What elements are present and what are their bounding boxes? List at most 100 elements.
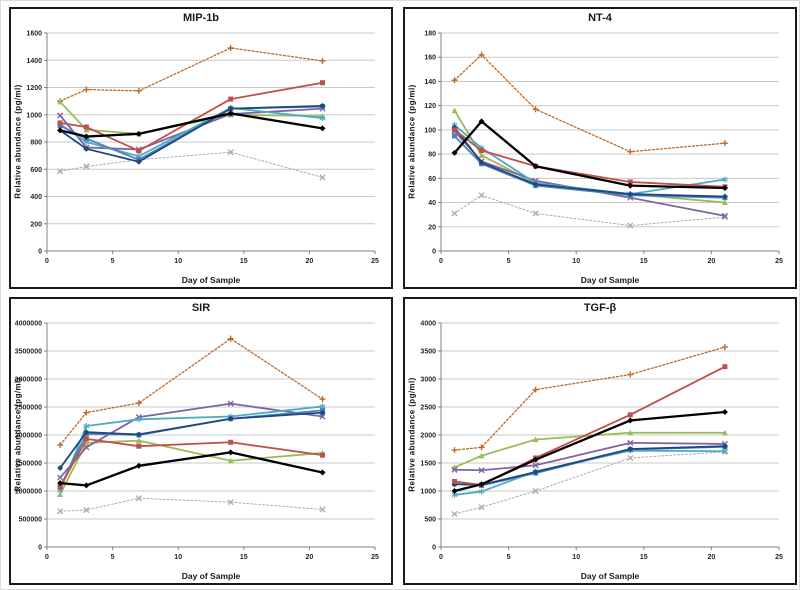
series-navy [451,443,728,488]
series-green [57,437,326,497]
svg-text:25: 25 [775,554,783,561]
chart-title: TGF-β [583,302,617,314]
svg-text:5: 5 [111,554,115,561]
series-gray-dashed [57,149,326,181]
svg-text:0: 0 [432,249,436,256]
svg-text:10: 10 [572,258,580,265]
svg-text:5: 5 [507,554,511,561]
svg-text:2000: 2000 [420,433,436,440]
svg-text:4000000: 4000000 [15,321,42,328]
mip-1b-plot-area: 0 200 400 600 800 1000 1200 1400 1600 0 5 10 15 20 25 [26,31,379,266]
svg-text:15: 15 [240,258,248,265]
series-red [452,127,728,190]
svg-text:2500000: 2500000 [15,405,42,412]
series-gray-dashed [57,495,326,515]
series-red [57,80,326,154]
svg-text:160: 160 [424,55,436,62]
svg-text:5: 5 [507,258,511,265]
svg-text:60: 60 [428,176,436,183]
svg-text:120: 120 [424,103,436,110]
series-black [451,409,728,494]
svg-text:1500: 1500 [420,461,436,468]
series-black [57,110,326,140]
svg-text:0: 0 [38,545,42,552]
svg-text:800: 800 [30,140,42,147]
axes-and-gridlines: 0 500000 1000000 1500000 2000000 2500000 30000… [15,321,379,562]
svg-text:0: 0 [439,554,443,561]
svg-text:5: 5 [111,258,115,265]
svg-text:1000: 1000 [26,112,42,119]
svg-text:2500: 2500 [420,405,436,412]
svg-text:20: 20 [306,554,314,561]
svg-text:0: 0 [38,249,42,256]
series-black [451,118,728,192]
series-green [451,429,728,471]
series-purple [451,439,729,474]
series-orange-dashed [57,44,326,105]
svg-text:25: 25 [371,258,379,265]
x-axis-label: Day of Sample [580,275,640,285]
svg-text:500: 500 [424,517,436,524]
svg-text:200: 200 [30,221,42,228]
chart-panel-tgf-beta: 0 500 1000 1500 2000 2500 3000 3500 4000 0 5 10 15 20… [403,297,797,585]
chart-title: MIP-1b [182,12,220,24]
svg-text:25: 25 [371,554,379,561]
series-cyan [451,447,728,498]
series-navy [57,409,326,472]
series-orange-dashed [57,335,326,449]
series-navy [57,102,326,165]
nt-4-plot-area: 0 20 40 60 80 100 120 140 160 180 0 5 10 15 20 25 [424,31,783,266]
svg-text:20: 20 [306,258,314,265]
svg-text:15: 15 [640,554,648,561]
svg-text:4000: 4000 [420,321,436,328]
svg-text:25: 25 [775,258,783,265]
svg-text:2000000: 2000000 [15,433,42,440]
x-axis-label: Day of Sample [181,275,241,285]
svg-text:40: 40 [428,200,436,207]
chart-panel-sir: 0 500000 1000000 1500000 2000000 2500000 30000… [9,297,393,585]
svg-text:0: 0 [45,554,49,561]
svg-text:20: 20 [708,258,716,265]
svg-text:500000: 500000 [19,517,42,524]
svg-text:0: 0 [439,258,443,265]
svg-text:1200: 1200 [26,85,42,92]
series-cyan [57,403,326,494]
chart-panel-nt-4: 0 20 40 60 80 100 120 140 160 180 0 5 10 15 20 25 NT-4 … [403,7,797,289]
x-axis-label: Day of Sample [580,571,640,581]
svg-text:3500: 3500 [420,349,436,356]
svg-text:3000000: 3000000 [15,377,42,384]
chart-title: SIR [191,302,211,314]
svg-text:80: 80 [428,152,436,159]
svg-text:1400: 1400 [26,58,42,65]
svg-text:10: 10 [174,258,182,265]
series-black [57,449,326,489]
svg-text:140: 140 [424,79,436,86]
axes-and-gridlines: 0 200 400 600 800 1000 1200 1400 1600 0 5 10 15 20 25 [26,31,379,266]
series-orange-dashed [451,344,728,454]
svg-text:20: 20 [708,554,716,561]
chart-title: NT-4 [588,12,612,24]
series-red [57,436,326,490]
sir-plot-area: 0 500000 1000000 1500000 2000000 2500000 30000… [15,321,379,562]
x-axis-label: Day of Sample [181,571,241,581]
svg-text:1000: 1000 [420,489,436,496]
series-blue [57,407,326,490]
svg-text:400: 400 [30,194,42,201]
svg-text:20: 20 [428,224,436,231]
svg-text:15: 15 [240,554,248,561]
svg-text:3000: 3000 [420,377,436,384]
svg-text:0: 0 [45,258,49,265]
svg-text:1600: 1600 [26,31,42,38]
svg-text:10: 10 [572,554,580,561]
svg-text:10: 10 [174,554,182,561]
series-gray-dashed [451,192,729,229]
svg-text:3500000: 3500000 [15,349,42,356]
svg-text:0: 0 [432,545,436,552]
svg-text:1000000: 1000000 [15,489,42,496]
chart-panel-mip-1b: 0 200 400 600 800 1000 1200 1400 1600 0 5 10 15 20 25 … [9,7,393,289]
svg-text:1500000: 1500000 [15,461,42,468]
svg-text:180: 180 [424,31,436,38]
svg-text:15: 15 [640,258,648,265]
tgf-beta-plot-area: 0 500 1000 1500 2000 2500 3000 3500 4000 0 5 10 15 20… [420,321,783,562]
